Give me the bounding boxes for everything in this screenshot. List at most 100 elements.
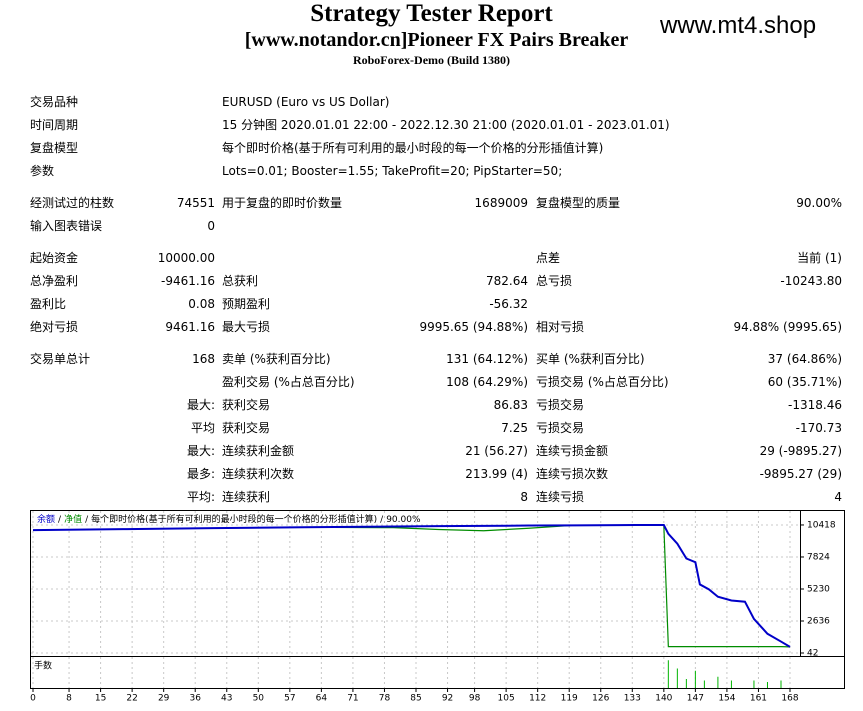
report-label: 时间周期 [30,118,79,132]
report-label: 亏损交易 [536,398,585,412]
x-tick-label: 71 [347,694,358,704]
report-label: 用于复盘的即时价数量 [222,196,343,210]
x-tick-label: 161 [750,694,767,704]
report-label: 最大亏损 [222,320,271,334]
report-value: 平均: [186,490,215,504]
y-tick-label: 2636 [807,617,830,627]
report-value: 94.88% (9995.65) [733,320,842,334]
report-label: 经测试过的柱数 [30,196,115,210]
y-tick-label: 7824 [807,552,830,562]
report-value: 782.64 [486,274,528,288]
report-value: 4 [834,490,842,504]
legend-separator: / [380,515,384,525]
report-label: 亏损交易 [536,421,585,435]
x-tick-label: 50 [253,694,265,704]
report-value: 8 [520,490,528,504]
report-label: 卖单 (%获利百分比) [222,352,331,366]
report-label: 复盘模型 [30,141,79,155]
report-label: Lots=0.01; Booster=1.55; TakeProfit=20; … [222,164,563,178]
x-tick-label: 126 [592,694,609,704]
x-tick-label: 0 [30,694,36,704]
report-value: 74551 [176,196,215,210]
report-value: 86.83 [493,398,528,412]
x-tick-label: 36 [189,694,201,704]
volume-label: 手数 [34,660,52,672]
report-value: -9895.27 (29) [759,467,842,481]
report-value: 最大: [186,398,215,412]
x-tick-label: 147 [687,694,704,704]
x-tick-label: 64 [316,694,328,704]
x-tick-label: 133 [624,694,641,704]
report-label: 获利交易 [222,421,271,435]
volume-panel [30,656,845,689]
x-tick-label: 112 [529,694,546,704]
report-label: 预期盈利 [222,297,271,311]
legend-separator: / [85,515,89,525]
report-label: 连续获利金额 [222,444,295,458]
report-value: 7.25 [501,421,528,435]
legend-quality: 90.00% [386,515,421,525]
x-tick-label: 85 [410,694,421,704]
report-value: 21 (56.27) [465,444,528,458]
legend-entry: 余额 [37,513,55,525]
report-value: 0 [207,219,215,233]
x-tick-label: 8 [66,694,72,704]
report-label: 亏损交易 (%占总百分比) [536,375,669,389]
report-value: 1689009 [474,196,528,210]
report-label: 总获利 [222,274,259,288]
report-value: 10000.00 [157,251,215,265]
report-label: 交易品种 [30,95,79,109]
x-tick-label: 98 [469,694,481,704]
report-value: 9461.16 [165,320,215,334]
report-value: 213.99 (4) [465,467,528,481]
legend-separator: / [58,515,62,525]
report-label: 盈利交易 (%占总百分比) [222,375,355,389]
report-label: 连续获利 [222,490,271,504]
report-value: 131 (64.12%) [446,352,528,366]
x-tick-label: 15 [95,694,106,704]
report-label: 连续亏损次数 [536,467,609,481]
chart: 0 8 15 22 29 36 43 50 57 64 71 78 85 92 98 105 112 119 126… [30,510,845,704]
x-tick-label: 119 [561,694,578,704]
report-value: -9461.16 [161,274,215,288]
report-label: 复盘模型的质量 [536,196,621,210]
series-line [32,523,791,648]
x-tick-label: 43 [221,694,232,704]
report-value: 9995.65 (94.88%) [419,320,528,334]
y-tick-label: 10418 [807,520,836,530]
watermark: www.mt4.shop [660,12,817,39]
report-value: 0.08 [188,297,215,311]
x-tick-label: 57 [284,694,295,704]
x-tick-label: 29 [158,694,170,704]
report-label: 连续亏损 [536,490,585,504]
x-tick-label: 140 [655,694,672,704]
x-tick-label: 105 [498,694,515,704]
report-value: 最大: [186,444,215,458]
report-label: 盈利比 [30,297,67,311]
report-title: Strategy Tester Report [310,0,553,27]
x-tick-label: 78 [379,694,391,704]
report-label: 输入图表错误 [30,219,103,233]
report-value: -170.73 [795,421,842,435]
x-tick-label: 92 [442,694,453,704]
report-label: 起始资金 [30,251,79,265]
legend: 余额 / 净值 / 每个即时价格(基于所有可利用的最小时段的每一个价格的分形插值计算) /… [37,513,421,525]
report-value: -1318.46 [788,398,842,412]
report-value: 60 (35.71%) [767,375,842,389]
report-value: 29 (-9895.27) [759,444,842,458]
report-label: 获利交易 [222,398,271,412]
report-value: 37 (64.86%) [767,352,842,366]
report-label: 参数 [30,164,55,178]
report-label: EURUSD (Euro vs US Dollar) [222,95,390,109]
report-value: -10243.80 [780,274,842,288]
report-label: 相对亏损 [536,320,585,334]
y-tick-label: 42 [807,649,818,659]
report-value: 108 (64.29%) [446,375,528,389]
x-tick-label: 154 [718,694,735,704]
report-value: 最多: [186,467,215,481]
report-label: 总亏损 [536,274,573,288]
report-label: 交易单总计 [30,352,91,366]
report-label: 连续获利次数 [222,467,295,481]
build-line: RoboForex-Demo (Build 1380) [352,53,511,67]
